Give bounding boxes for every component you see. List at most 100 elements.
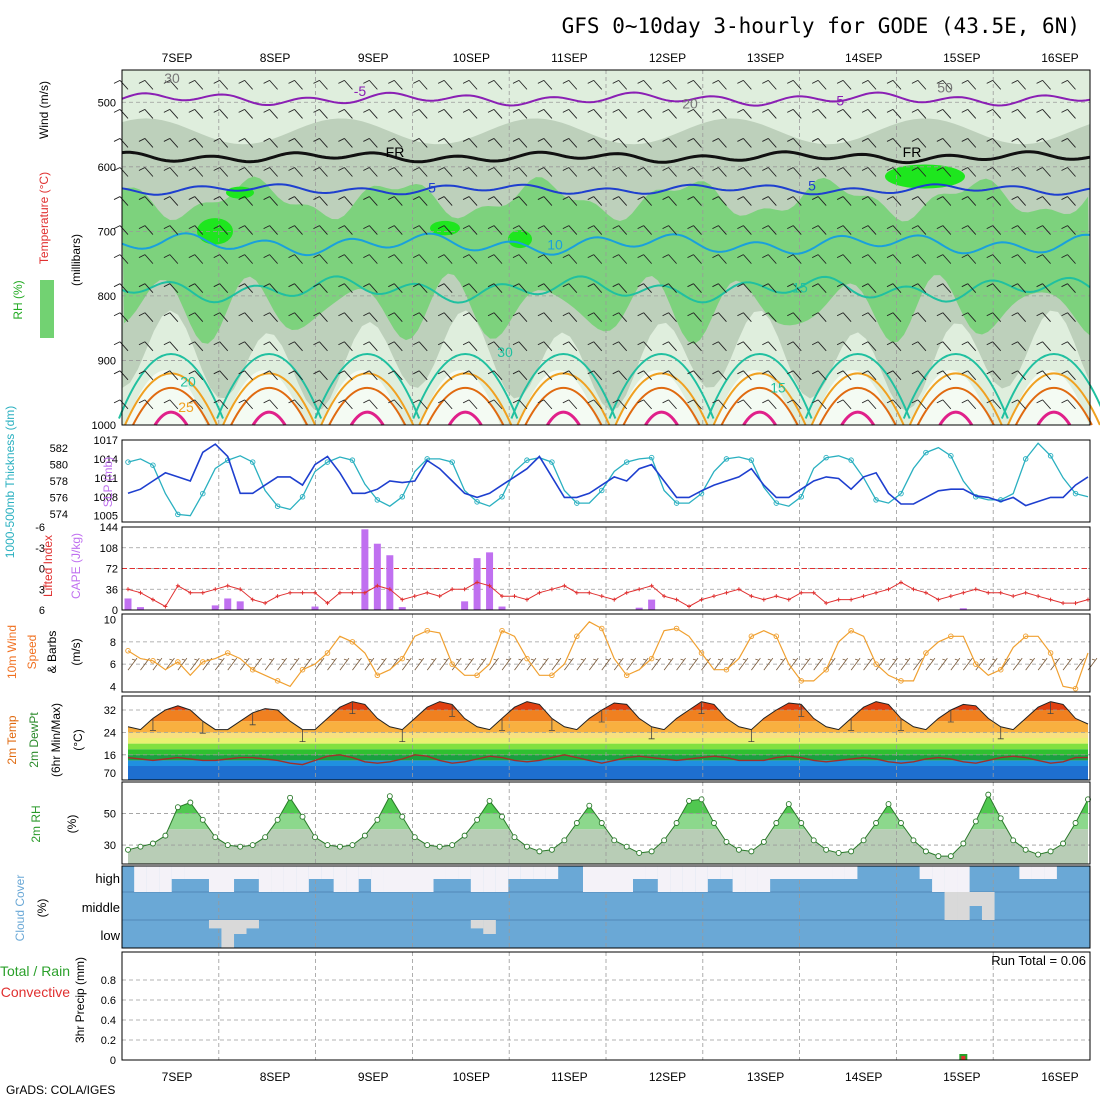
rh-point xyxy=(611,837,618,844)
wind-barb xyxy=(313,341,328,352)
date-label-bottom: 8SEP xyxy=(260,1070,291,1084)
surface-wind-barb xyxy=(289,657,300,671)
ylabel-wind-units: (m/s) xyxy=(69,638,83,665)
wind-barb xyxy=(462,254,478,264)
li-tick-label: 6 xyxy=(39,605,45,617)
slp-series-point xyxy=(474,499,480,505)
rh-point xyxy=(249,842,256,849)
rh-point xyxy=(698,796,705,803)
slp-series-point xyxy=(324,459,331,465)
cloud-cell xyxy=(433,866,446,879)
wind-barb xyxy=(238,399,254,410)
lifted-index-point xyxy=(138,590,143,595)
date-label-bottom: 14SEP xyxy=(845,1070,882,1084)
wind-barb xyxy=(113,254,129,264)
wind-barb xyxy=(138,312,154,323)
wind-barb xyxy=(587,341,603,352)
wind-speed-series-point xyxy=(399,655,406,662)
wind-barb xyxy=(911,196,927,206)
slp-series-point xyxy=(623,459,630,465)
rh-dry-lobe xyxy=(224,370,305,425)
wind-barb xyxy=(363,167,378,177)
wind-barb xyxy=(936,196,952,206)
date-label-bottom: 12SEP xyxy=(649,1070,686,1084)
rh-legend-swatch xyxy=(40,280,54,338)
wind-barb xyxy=(961,399,977,410)
contour-label: 50 xyxy=(937,80,953,96)
wind-barb xyxy=(612,312,628,323)
rh-dry-lobe xyxy=(518,370,599,425)
wind-barb xyxy=(188,167,204,177)
wind-barb xyxy=(836,225,852,235)
wind-barb xyxy=(861,283,877,293)
cloud-cell xyxy=(1019,866,1032,879)
wind-barb xyxy=(487,79,503,90)
wind-barb xyxy=(737,399,752,410)
wind-barb xyxy=(936,370,952,381)
wind-speed-series-point xyxy=(648,655,655,662)
wind-barb xyxy=(163,138,179,148)
wind-barb xyxy=(1011,109,1026,119)
wind-barb xyxy=(562,399,578,410)
lifted-index-point xyxy=(188,590,193,595)
rh-point xyxy=(224,842,231,849)
li-tick-label: 3 xyxy=(39,584,45,596)
wind-barb xyxy=(338,370,353,381)
wind-barb xyxy=(762,109,777,119)
wind-speed-series-point xyxy=(175,659,181,665)
wind-barb xyxy=(861,254,877,264)
rh-point xyxy=(299,813,306,820)
cloud-cell xyxy=(233,920,247,934)
rh-point xyxy=(174,804,181,811)
wind-barb xyxy=(437,225,453,235)
slp-series-point xyxy=(175,511,181,518)
temp-minmax-bar xyxy=(897,718,904,731)
surface-wind-barb xyxy=(800,657,811,671)
rh-point xyxy=(274,816,281,823)
wind-barb xyxy=(188,283,204,293)
lifted-index-point xyxy=(786,597,791,602)
wind-barb xyxy=(712,399,727,410)
wind-barb xyxy=(612,399,628,410)
wind-barb xyxy=(836,399,852,410)
wind-barb xyxy=(462,138,478,148)
wind-barb xyxy=(662,341,677,352)
wind-barb xyxy=(188,370,204,381)
temp-tick-label: 32 xyxy=(104,705,116,717)
wind-barb xyxy=(537,283,553,293)
ylabel-temp-units: (°C) xyxy=(71,729,85,750)
isotherm-30 xyxy=(720,386,799,426)
wind-barb xyxy=(811,341,827,352)
rh-point xyxy=(536,848,543,855)
wind-barb xyxy=(886,138,902,148)
slp-series-point xyxy=(1022,456,1029,462)
wind-barb xyxy=(487,138,503,148)
isotherm-35 xyxy=(938,410,974,426)
wind-barb xyxy=(537,312,553,323)
wind-barb xyxy=(687,254,702,264)
wind-barb xyxy=(1061,254,1076,264)
wind-barb xyxy=(213,167,229,177)
rh-point xyxy=(561,837,568,844)
cloud-cell xyxy=(620,866,634,892)
surface-wind-barb xyxy=(938,657,948,671)
wind-barb xyxy=(562,283,578,293)
isotherm-35 xyxy=(840,410,875,426)
contour-label: -5 xyxy=(832,93,845,109)
wind-barb xyxy=(961,196,977,206)
wind-barb xyxy=(886,196,902,206)
surface-wind-barb xyxy=(227,657,238,671)
temp-minmax-bar xyxy=(947,710,954,723)
rh-point xyxy=(524,843,530,850)
wind-barb xyxy=(338,341,353,352)
ylabel-wind-barbs: & Barbs xyxy=(45,631,59,674)
wind-barb xyxy=(1036,79,1051,90)
cloud-cell xyxy=(383,866,397,892)
wind-barb xyxy=(612,109,628,119)
surface-wind-barb xyxy=(1012,657,1023,671)
wind-speed-series-point xyxy=(324,650,331,656)
wind-barb xyxy=(288,196,303,206)
wind-barb xyxy=(313,399,328,410)
wind-barb xyxy=(911,79,927,90)
wind-barb xyxy=(263,167,278,177)
